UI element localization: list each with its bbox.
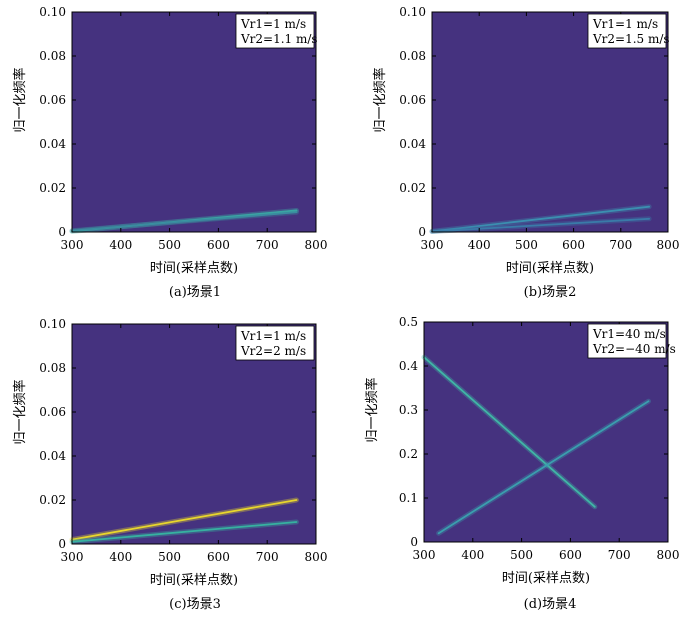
x-tick-label: 500 bbox=[510, 548, 533, 562]
plot-area bbox=[72, 324, 316, 544]
panel-caption: (a)场景1 bbox=[169, 285, 221, 300]
x-tick-label: 700 bbox=[256, 550, 279, 564]
y-axis-label: 归一化频率 bbox=[372, 67, 388, 132]
y-tick-label: 0.02 bbox=[399, 181, 426, 195]
legend-entry-1: Vr1=40 m/s bbox=[592, 327, 666, 341]
y-axis-label: 归一化频率 bbox=[12, 379, 28, 444]
series-1-line bbox=[71, 499, 298, 541]
x-tick-label: 500 bbox=[158, 550, 181, 564]
y-tick-label: 0 bbox=[58, 225, 66, 239]
legend-entry-2: Vr2=−40 m/s bbox=[592, 342, 676, 356]
chart-panel-4: 300 400 500 600 700 800 0 0.1 0.2 0.3 0.4 0.5 时间(采样点… bbox=[364, 315, 679, 612]
y-tick-label: 0.06 bbox=[399, 93, 426, 107]
plot-area bbox=[72, 12, 316, 232]
plot-frame bbox=[423, 321, 669, 543]
x-tick-label: 600 bbox=[559, 548, 582, 562]
x-tick-label: 600 bbox=[562, 238, 585, 252]
series-1-line bbox=[431, 205, 651, 233]
legend-entry-1: Vr1=1 m/s bbox=[240, 17, 306, 31]
x-tick-label: 400 bbox=[109, 238, 132, 252]
plot-frame bbox=[431, 11, 669, 233]
y-tick-label: 0.08 bbox=[39, 49, 66, 63]
y-axis-label: 归一化频率 bbox=[12, 67, 28, 132]
y-tick-label: 0.08 bbox=[399, 49, 426, 63]
legend-entry-2: Vr2=1.1 m/s bbox=[240, 32, 318, 46]
legend-box bbox=[235, 325, 315, 361]
x-tick-label: 800 bbox=[657, 238, 680, 252]
x-axis-label: 时间(采样点数) bbox=[502, 571, 590, 586]
y-tick-label: 0 bbox=[410, 535, 418, 549]
y-tick-label: 0.04 bbox=[39, 449, 66, 463]
x-axis-label: 时间(采样点数) bbox=[150, 261, 238, 276]
legend-box bbox=[235, 13, 315, 49]
panel-caption: (c)场景3 bbox=[169, 597, 221, 612]
x-tick-label: 600 bbox=[207, 550, 230, 564]
plot-area bbox=[432, 12, 668, 232]
x-tick-label: 500 bbox=[515, 238, 538, 252]
y-tick-label: 0.04 bbox=[399, 137, 426, 151]
x-tick-label: 300 bbox=[413, 548, 436, 562]
y-tick-label: 0.1 bbox=[399, 491, 418, 505]
x-tick-label: 800 bbox=[657, 548, 680, 562]
x-tick-label: 400 bbox=[109, 550, 132, 564]
x-tick-label: 800 bbox=[305, 238, 328, 252]
y-tick-label: 0.06 bbox=[39, 93, 66, 107]
legend-entry-2: Vr2=1.5 m/s bbox=[592, 32, 670, 46]
x-tick-label: 700 bbox=[256, 238, 279, 252]
y-tick-label: 0.4 bbox=[399, 359, 418, 373]
plot-frame bbox=[71, 323, 317, 545]
y-tick-label: 0.02 bbox=[39, 493, 66, 507]
x-tick-label: 800 bbox=[305, 550, 328, 564]
series-2-line bbox=[431, 217, 651, 233]
y-tick-label: 0.06 bbox=[39, 405, 66, 419]
legend-entry-1: Vr1=1 m/s bbox=[240, 329, 306, 343]
y-tick-label: 0.5 bbox=[399, 315, 418, 329]
y-tick-label: 0 bbox=[58, 537, 66, 551]
legend-entry-2: Vr2=2 m/s bbox=[240, 344, 306, 358]
panel-caption: (b)场景2 bbox=[524, 285, 577, 300]
x-tick-label: 300 bbox=[61, 550, 84, 564]
plot-frame bbox=[71, 11, 317, 233]
series-2-line bbox=[71, 521, 298, 543]
plot-area bbox=[424, 322, 668, 542]
y-tick-label: 0.10 bbox=[39, 317, 66, 331]
x-tick-label: 300 bbox=[421, 238, 444, 252]
y-axis-label: 归一化频率 bbox=[364, 377, 380, 442]
x-tick-label: 400 bbox=[461, 548, 484, 562]
x-tick-label: 300 bbox=[61, 238, 84, 252]
panel-caption: (d)场景4 bbox=[524, 597, 577, 612]
x-tick-label: 700 bbox=[608, 548, 631, 562]
chart-panel-3: 300 400 500 600 700 800 0 0.02 0.04 0.06 0.08 0.10 时… bbox=[12, 317, 327, 612]
x-tick-label: 600 bbox=[207, 238, 230, 252]
legend-box bbox=[587, 323, 667, 359]
x-tick-label: 500 bbox=[158, 238, 181, 252]
x-axis-label: 时间(采样点数) bbox=[150, 573, 238, 588]
chart-panel-2: 300 400 500 600 700 800 0 0.02 0.04 0.06 0.08 0.10 时… bbox=[372, 5, 679, 300]
y-tick-label: 0.02 bbox=[39, 181, 66, 195]
chart-panel-1: 300 400 500 600 700 800 0 0.02 0.04 0.06 0.08 0.10 时… bbox=[12, 5, 327, 300]
series-1-line bbox=[423, 356, 596, 508]
y-tick-label: 0.2 bbox=[399, 447, 418, 461]
y-tick-label: 0.08 bbox=[39, 361, 66, 375]
y-tick-label: 0.3 bbox=[399, 403, 418, 417]
series-2-line bbox=[437, 400, 650, 535]
x-tick-label: 700 bbox=[609, 238, 632, 252]
legend-box bbox=[587, 13, 667, 49]
y-tick-label: 0.10 bbox=[399, 5, 426, 19]
x-tick-label: 400 bbox=[468, 238, 491, 252]
y-tick-label: 0.04 bbox=[39, 137, 66, 151]
y-tick-label: 0 bbox=[418, 225, 426, 239]
legend-entry-1: Vr1=1 m/s bbox=[592, 17, 658, 31]
series-2-line bbox=[71, 211, 298, 232]
y-tick-label: 0.10 bbox=[39, 5, 66, 19]
x-axis-label: 时间(采样点数) bbox=[506, 261, 594, 276]
